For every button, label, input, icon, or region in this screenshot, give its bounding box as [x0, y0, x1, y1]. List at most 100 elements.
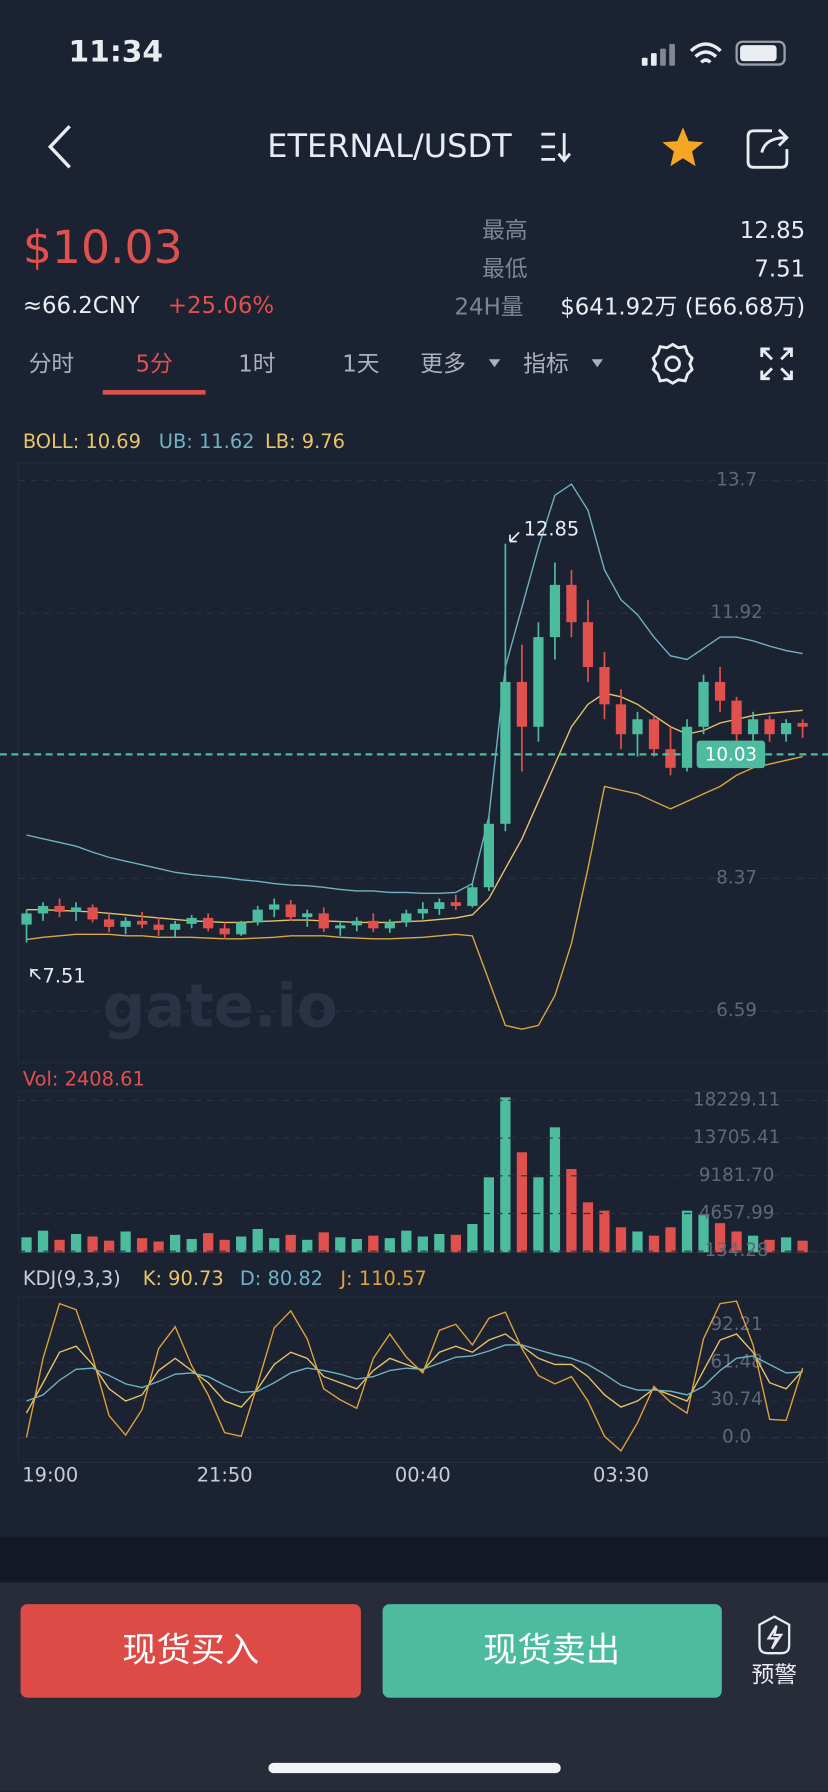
kdj-line — [26, 1344, 803, 1402]
max-arrow — [509, 531, 520, 543]
indicator-legend: BOLL: 10.69 — [23, 430, 141, 453]
candle-body — [54, 905, 65, 912]
switch-icon[interactable] — [541, 132, 571, 163]
low-label: 最低 — [482, 257, 528, 283]
y-tick-label: 8.37 — [716, 867, 757, 888]
candle-body — [103, 919, 115, 927]
volume-bar — [731, 1231, 742, 1253]
volume-bar — [566, 1168, 577, 1253]
favorite-star[interactable] — [662, 127, 704, 167]
volume-bar — [401, 1230, 412, 1253]
x-tick-label: 19:00 — [22, 1464, 78, 1487]
volume-label: 24H量 — [455, 294, 524, 320]
status-time: 11:34 — [69, 35, 164, 70]
candle-body — [582, 622, 594, 668]
candle-body — [417, 908, 428, 914]
share-icon[interactable] — [746, 128, 789, 169]
volume-bar — [21, 1237, 32, 1253]
change-percent: +25.06% — [168, 293, 274, 319]
kdj-line — [25, 1300, 804, 1452]
volume-bar — [747, 1235, 759, 1253]
volume-bar — [500, 1097, 511, 1253]
candle-body — [351, 920, 362, 926]
candle-body — [170, 923, 181, 930]
fullscreen-icon[interactable] — [760, 347, 793, 381]
candle-body — [153, 924, 164, 930]
volume-bar — [483, 1177, 495, 1253]
kdj-line — [25, 1333, 804, 1414]
settings-icon[interactable] — [651, 342, 694, 385]
y-tick-label: 11.92 — [710, 602, 762, 623]
candle-body — [698, 681, 709, 727]
x-tick-label: 21:50 — [197, 1464, 253, 1487]
volume-bar — [236, 1236, 247, 1253]
sell-button-label[interactable]: 现货卖出 — [483, 1631, 620, 1671]
kdj-legend: D: 80.82 — [240, 1267, 323, 1290]
volume-bar — [285, 1234, 296, 1253]
timeframe-tab[interactable]: 更多 — [420, 351, 466, 377]
y-tick-label: 4657.99 — [699, 1203, 775, 1224]
volume-bar — [153, 1241, 164, 1253]
timeframe-tab[interactable]: 5分 — [135, 351, 172, 377]
volume-bar — [467, 1223, 478, 1253]
timeframe-tab[interactable]: 指标 — [523, 351, 569, 377]
candle-body — [87, 907, 98, 920]
volume-bar — [203, 1233, 214, 1253]
volume-bar — [417, 1236, 428, 1253]
volume-bar — [318, 1232, 329, 1253]
dropdown-arrow[interactable] — [591, 359, 604, 368]
dropdown-arrow[interactable] — [488, 359, 501, 368]
back-button[interactable] — [47, 125, 71, 169]
candle-body — [467, 887, 478, 906]
timeframe-tab[interactable]: 分时 — [29, 351, 75, 377]
volume-bar — [632, 1231, 643, 1253]
alert-icon[interactable] — [758, 1615, 791, 1655]
candle-body — [120, 920, 131, 927]
volume-title: Vol: 2408.61 — [23, 1067, 145, 1090]
battery-icon — [735, 40, 786, 66]
battery-level — [740, 45, 777, 62]
background — [0, 0, 828, 1537]
max-price-label: 12.85 — [524, 518, 580, 541]
candle-body — [764, 719, 775, 735]
active-tab-underline — [102, 390, 206, 395]
indicator-legend: LB: 9.76 — [265, 430, 345, 453]
volume-bar — [764, 1239, 775, 1253]
timeframe-tab[interactable]: 1天 — [342, 351, 380, 377]
volume-bar — [450, 1234, 461, 1253]
buy-button[interactable] — [20, 1604, 361, 1698]
y-tick-label: 92.21 — [710, 1314, 762, 1335]
candle-body — [599, 667, 610, 705]
candle-body — [665, 749, 676, 768]
candle-body — [186, 917, 197, 924]
candle-body — [252, 909, 263, 923]
candle-body — [648, 719, 660, 750]
buy-button-label[interactable]: 现货买入 — [122, 1631, 259, 1671]
candle-body — [37, 905, 49, 914]
volume-bar — [351, 1238, 362, 1253]
kdj-legend: K: 90.73 — [143, 1267, 224, 1290]
pair-title[interactable]: ETERNAL/USDT — [267, 127, 512, 165]
candle-body — [500, 681, 511, 824]
candle-body — [368, 920, 379, 929]
signal-icon — [641, 44, 675, 66]
kdj-title: KDJ(9,3,3) — [23, 1267, 121, 1290]
volume-bar — [714, 1223, 726, 1253]
timeframe-tab[interactable]: 1时 — [238, 351, 275, 377]
candle-body — [681, 726, 693, 768]
y-tick-label: 6.59 — [716, 1000, 757, 1021]
volume-bar — [368, 1235, 379, 1253]
candle-body — [533, 637, 544, 727]
y-tick-label: 13705.41 — [693, 1127, 780, 1148]
candle-body — [714, 681, 726, 701]
y-tick-label: 13.7 — [716, 469, 757, 490]
candle-body — [615, 704, 627, 735]
volume-bar — [186, 1238, 197, 1253]
alert-label[interactable]: 预警 — [751, 1663, 797, 1689]
sell-button[interactable] — [382, 1604, 722, 1698]
volume-bar — [269, 1238, 280, 1253]
volume-bar — [797, 1240, 808, 1253]
candle-body — [483, 823, 495, 888]
